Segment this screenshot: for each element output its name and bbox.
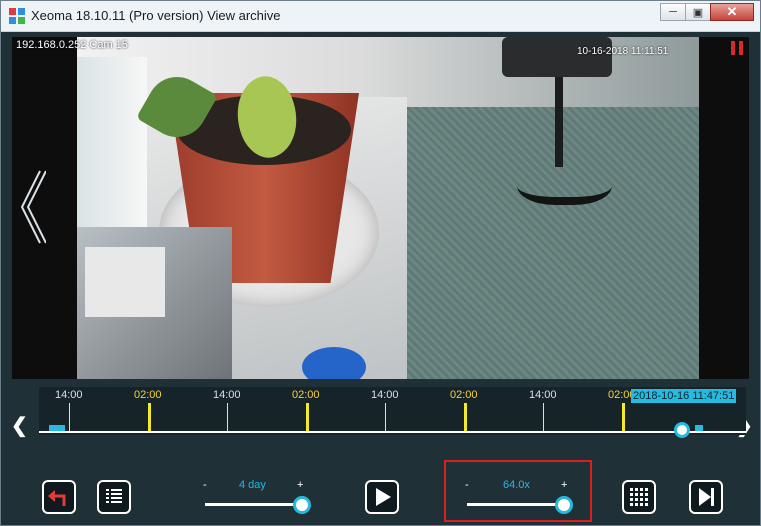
- timeline-label: 14:00: [529, 389, 557, 401]
- timeline-playhead[interactable]: [674, 422, 691, 438]
- scene-chair: [502, 37, 612, 77]
- close-icon: ✕: [726, 4, 738, 19]
- timeline-label: 02:00: [134, 389, 162, 401]
- window-controls: ─ ▣ ✕: [660, 3, 754, 23]
- play-button[interactable]: [365, 480, 399, 514]
- day-marker: [622, 403, 625, 433]
- camera-label: 192.168.0.252 Cam 15: [16, 39, 128, 51]
- scene-hdd-label: [85, 247, 165, 317]
- speed-decrease[interactable]: -: [465, 479, 469, 491]
- minimize-icon: ─: [669, 6, 677, 18]
- speed-highlight-box: [444, 460, 592, 522]
- list-icon: [106, 489, 122, 503]
- range-thumb[interactable]: [293, 496, 311, 514]
- speed-increase[interactable]: +: [561, 479, 568, 491]
- timeline-label: 14:00: [213, 389, 241, 401]
- range-track: [205, 503, 301, 506]
- scene-bottle-cap: [302, 347, 366, 379]
- day-marker: [464, 403, 467, 433]
- title-bar: Xeoma 18.10.11 (Pro version) View archiv…: [1, 1, 760, 32]
- timeline-tick: [543, 403, 544, 433]
- layout-grid-button[interactable]: [622, 480, 656, 514]
- timeline-track: [39, 431, 746, 433]
- scene-chair-stem: [555, 77, 563, 167]
- skip-forward-icon: [699, 488, 714, 506]
- speed-value: 64.0x: [503, 479, 530, 491]
- timeline-tick: [385, 403, 386, 433]
- range-slider[interactable]: - 4 day +: [203, 479, 313, 519]
- scene-hard-drive: [77, 227, 232, 379]
- scene-chair-base: [517, 157, 612, 205]
- paused-indicator-icon: [731, 41, 743, 55]
- timeline-tick: [227, 403, 228, 433]
- grid-icon: [630, 488, 648, 506]
- close-button[interactable]: ✕: [710, 3, 754, 21]
- undo-arrow-icon: [48, 490, 66, 506]
- archive-timeline[interactable]: 14:00 02:00 14:00 02:00 14:00 02:00 14:00 02:00…: [39, 387, 746, 438]
- maximize-icon: ▣: [692, 6, 704, 19]
- event-list-button[interactable]: [97, 480, 131, 514]
- video-timestamp: 10-16-2018 11:11:51: [577, 46, 669, 57]
- day-marker: [148, 403, 151, 433]
- timeline-back-icon[interactable]: ❮: [11, 415, 28, 437]
- recording-segment: [49, 425, 65, 431]
- timeline-label: 02:00: [608, 389, 636, 401]
- timeline-tick: [69, 403, 70, 433]
- range-value: 4 day: [239, 479, 266, 491]
- range-decrease[interactable]: -: [203, 479, 207, 491]
- speed-track: [467, 503, 563, 506]
- speed-thumb[interactable]: [555, 496, 573, 514]
- scene-carpet: [397, 107, 699, 379]
- maximize-button[interactable]: ▣: [685, 3, 711, 21]
- next-event-button[interactable]: [689, 480, 723, 514]
- timeline-label: 02:00: [450, 389, 478, 401]
- timeline-label: 14:00: [55, 389, 83, 401]
- camera-frame: [77, 37, 699, 379]
- timeline-label: 02:00: [292, 389, 320, 401]
- range-increase[interactable]: +: [297, 479, 304, 491]
- back-button[interactable]: [42, 480, 76, 514]
- xeoma-logo-icon: [9, 8, 25, 24]
- recording-segment: [695, 425, 703, 431]
- timeline-label: 14:00: [371, 389, 399, 401]
- window-title: Xeoma 18.10.11 (Pro version) View archiv…: [31, 8, 281, 23]
- play-icon: [376, 488, 391, 506]
- timeline-ticks: 14:00 02:00 14:00 02:00 14:00 02:00 14:00 02:00: [39, 389, 746, 433]
- minimize-button[interactable]: ─: [660, 3, 686, 21]
- timeline-current-date: 2018-10-16 11:47:51: [631, 389, 737, 403]
- speed-slider[interactable]: - 64.0x +: [465, 479, 575, 519]
- day-marker: [306, 403, 309, 433]
- video-viewport[interactable]: 192.168.0.252 Cam 15 10-16-2018 11:11:51: [12, 37, 749, 379]
- previous-camera-icon[interactable]: [16, 169, 46, 245]
